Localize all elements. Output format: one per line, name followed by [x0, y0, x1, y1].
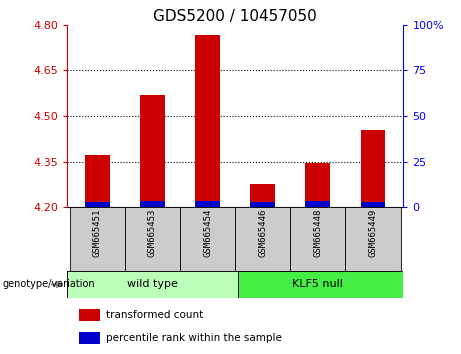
Bar: [67, 271, 238, 298]
Bar: [195, 35, 220, 207]
Text: GSM665448: GSM665448: [313, 209, 322, 257]
Title: GDS5200 / 10457050: GDS5200 / 10457050: [153, 8, 317, 24]
Bar: [290, 207, 345, 271]
Bar: [235, 207, 290, 271]
Bar: [306, 163, 330, 207]
Bar: [238, 271, 403, 298]
Bar: [70, 207, 125, 271]
Bar: [361, 130, 385, 207]
Bar: [250, 202, 275, 207]
Bar: [85, 155, 110, 207]
Text: percentile rank within the sample: percentile rank within the sample: [106, 333, 282, 343]
Bar: [250, 184, 275, 207]
Text: GSM665449: GSM665449: [368, 209, 378, 257]
Text: transformed count: transformed count: [106, 310, 203, 320]
Text: KLF5 null: KLF5 null: [292, 279, 343, 290]
Bar: [140, 95, 165, 207]
Bar: [78, 309, 100, 321]
Text: GSM665451: GSM665451: [93, 209, 102, 257]
Bar: [345, 207, 401, 271]
Text: GSM665454: GSM665454: [203, 209, 212, 257]
Bar: [125, 207, 180, 271]
Bar: [85, 202, 110, 207]
Text: genotype/variation: genotype/variation: [2, 279, 95, 289]
Text: wild type: wild type: [127, 279, 178, 290]
Bar: [306, 201, 330, 207]
Bar: [140, 201, 165, 207]
Bar: [361, 202, 385, 207]
Text: GSM665453: GSM665453: [148, 209, 157, 257]
Bar: [78, 332, 100, 344]
Text: GSM665446: GSM665446: [258, 209, 267, 257]
Bar: [195, 201, 220, 207]
Bar: [180, 207, 235, 271]
